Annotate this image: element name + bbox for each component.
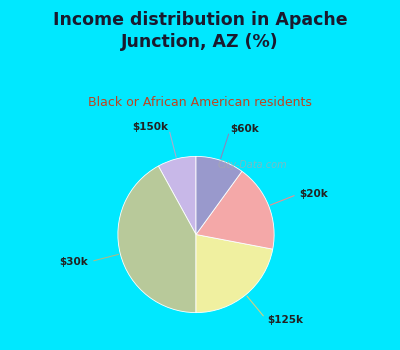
Text: Black or African American residents: Black or African American residents <box>88 96 312 109</box>
Text: $60k: $60k <box>230 124 259 134</box>
Text: $20k: $20k <box>299 189 328 198</box>
Text: City-Data.com: City-Data.com <box>218 160 287 170</box>
Text: $30k: $30k <box>60 257 88 267</box>
Text: $150k: $150k <box>132 122 168 132</box>
Wedge shape <box>196 171 274 249</box>
Wedge shape <box>196 234 273 313</box>
Text: $125k: $125k <box>267 315 303 325</box>
Wedge shape <box>158 156 196 235</box>
Text: Income distribution in Apache
Junction, AZ (%): Income distribution in Apache Junction, … <box>53 10 347 51</box>
Wedge shape <box>196 156 242 235</box>
Wedge shape <box>118 166 196 313</box>
